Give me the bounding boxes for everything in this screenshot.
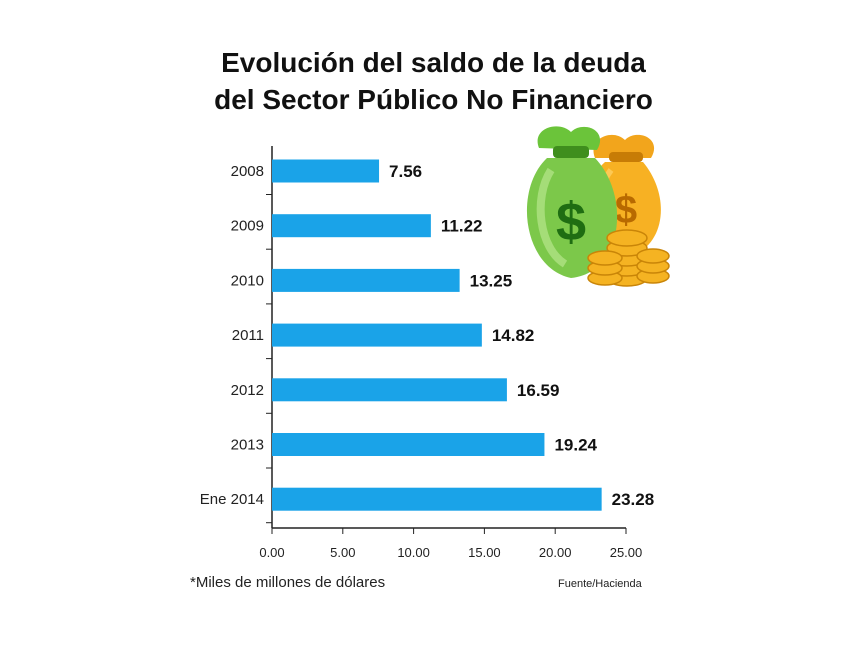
title-line-2: del Sector Público No Financiero <box>214 84 653 115</box>
x-tick-label: 15.00 <box>468 545 501 560</box>
value-label: 11.22 <box>441 217 483 236</box>
value-label: 7.56 <box>389 162 422 181</box>
bar <box>272 378 507 402</box>
x-tick-label: 0.00 <box>259 545 284 560</box>
bar <box>272 214 431 238</box>
svg-text:$: $ <box>615 188 637 232</box>
money-bags-icon: $ $ <box>526 126 670 287</box>
bar <box>272 159 380 183</box>
bar <box>272 323 482 347</box>
category-label: 2009 <box>231 218 264 235</box>
bar <box>272 433 545 456</box>
value-label: 14.82 <box>492 326 535 345</box>
svg-text:$: $ <box>556 192 586 252</box>
x-tick-label: 10.00 <box>397 545 430 560</box>
x-tick-label: 20.00 <box>539 545 572 560</box>
category-label: 2008 <box>231 163 264 180</box>
value-label: 13.25 <box>470 271 513 290</box>
category-label: Ene 2014 <box>200 491 264 508</box>
bar <box>272 487 602 511</box>
x-tick-label: 25.00 <box>610 545 643 560</box>
category-label: 2012 <box>231 382 264 399</box>
bar <box>272 268 460 292</box>
value-label: 16.59 <box>517 381 560 400</box>
chart-title: Evolución del saldo de la deuda del Sect… <box>0 44 867 118</box>
units-footnote: *Miles de millones de dólares <box>190 574 386 591</box>
title-line-1: Evolución del saldo de la deuda <box>221 47 646 78</box>
value-label: 19.24 <box>554 436 597 455</box>
category-label: 2010 <box>231 272 264 289</box>
value-label: 23.28 <box>612 490 655 509</box>
source-note: Fuente/Hacienda <box>558 578 642 590</box>
category-label: 2011 <box>232 327 264 344</box>
category-label: 2013 <box>231 437 264 454</box>
x-tick-label: 5.00 <box>330 545 355 560</box>
